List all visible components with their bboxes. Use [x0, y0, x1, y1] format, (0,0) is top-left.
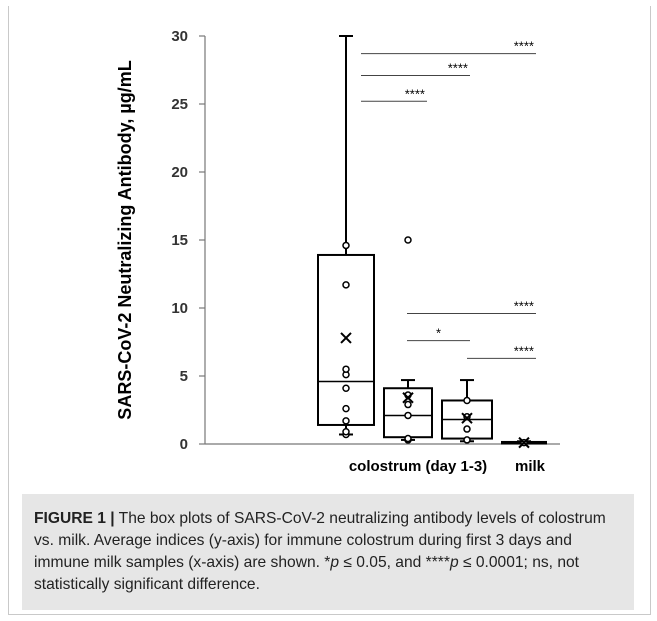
- data-point: [342, 365, 350, 373]
- mean-marker: [402, 392, 414, 404]
- y-tick-label: 15: [171, 232, 188, 249]
- significance-bars: *********************: [361, 39, 536, 359]
- y-tick-label: 20: [171, 164, 188, 181]
- data-point: [342, 384, 350, 392]
- data-point: [342, 428, 350, 436]
- data-point: [463, 396, 471, 405]
- data-point: [342, 281, 350, 289]
- sig-bar: ****: [361, 86, 427, 102]
- caption-stat1-rest: ≤ 0.05, and: [339, 554, 426, 571]
- data-point: [404, 236, 412, 244]
- data-point: [342, 241, 350, 250]
- data-point: [463, 436, 471, 444]
- sig-label: *: [436, 326, 441, 341]
- y-tick-label: 30: [171, 28, 188, 45]
- box-body: [317, 253, 375, 426]
- sig-bar: ****: [407, 298, 536, 314]
- axes: 0 5 10 15 20 25 30: [171, 28, 560, 453]
- sig-bar: ****: [361, 60, 470, 76]
- boxes: [317, 35, 547, 449]
- caption-stat2-p: p: [449, 554, 459, 571]
- mean-marker: [518, 436, 530, 449]
- box-colostrum: [317, 35, 375, 439]
- caption-stat1-prefix: *: [324, 554, 331, 571]
- caption-stat2-prefix: ****: [425, 554, 450, 571]
- data-point: [342, 404, 350, 413]
- data-point: [404, 411, 412, 420]
- sig-label: ****: [405, 86, 425, 101]
- data-point: [463, 425, 471, 433]
- data-point: [342, 417, 350, 425]
- figure-caption: FIGURE 1 | The box plots of SARS-CoV-2 n…: [22, 494, 634, 610]
- data-point: [404, 434, 412, 443]
- box-day2: [383, 236, 433, 444]
- y-tick-label: 25: [171, 96, 188, 113]
- sig-bar: ****: [361, 39, 536, 55]
- box-milk: [501, 436, 547, 449]
- mean-marker: [340, 332, 352, 344]
- sig-bar: *: [407, 326, 470, 342]
- y-tick-label: 0: [180, 436, 188, 453]
- caption-stat2-rest: ≤ 0.0001; ns, not statistically signific…: [34, 554, 580, 593]
- sig-label: ****: [514, 298, 534, 313]
- caption-text: The box plots of SARS-CoV-2 neutralizing…: [34, 510, 606, 571]
- caption-label: FIGURE 1 |: [34, 510, 115, 527]
- x-label-milk: milk: [515, 458, 546, 475]
- sig-label: ****: [514, 39, 534, 54]
- box-plot-chart: SARS-CoV-2 Neutralizing Antibody, µg/mL …: [115, 28, 560, 475]
- sig-label: ****: [448, 60, 468, 75]
- figure-frame: [8, 6, 651, 615]
- data-point: [404, 400, 412, 409]
- y-axis-label: SARS-CoV-2 Neutralizing Antibody, µg/mL: [115, 60, 135, 419]
- box-day3: [441, 379, 493, 444]
- y-tick-label: 10: [171, 300, 188, 317]
- sig-bar: ****: [467, 343, 536, 359]
- y-tick-label: 5: [180, 368, 188, 385]
- caption-stat1-p: p: [330, 554, 340, 571]
- mean-marker: [461, 412, 473, 424]
- sig-label: ****: [514, 343, 534, 358]
- x-label-colostrum: colostrum (day 1-3): [349, 458, 487, 475]
